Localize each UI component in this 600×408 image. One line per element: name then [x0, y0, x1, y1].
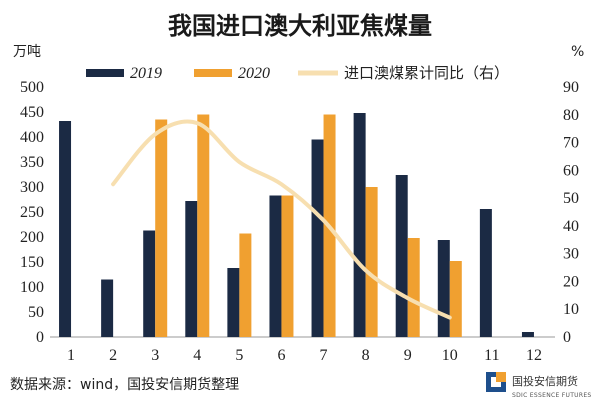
y-left-tick-label: 100: [20, 279, 44, 296]
legend-swatch-2019: [86, 69, 124, 77]
bar-2020: [365, 187, 378, 337]
y-left-tick-label: 450: [20, 104, 44, 121]
chart-title: 我国进口澳大利亚焦煤量: [168, 12, 432, 40]
bar-2020: [155, 119, 168, 337]
logo-name: 国投安信期货: [512, 374, 578, 388]
bar-2020: [449, 261, 462, 337]
bar-2019: [59, 121, 72, 337]
y-left-tick-label: 150: [20, 254, 44, 271]
y-left-tick-label: 350: [20, 154, 44, 171]
x-tick-label: 7: [320, 347, 328, 364]
bar-2019: [185, 201, 198, 337]
y-left-tick-label: 200: [20, 229, 44, 246]
y-right-tick-label: 70: [563, 135, 579, 152]
yoy-line-group: [111, 119, 452, 320]
bar-2019: [437, 240, 450, 337]
y-left-tick-label: 250: [20, 204, 44, 221]
bar-2020: [281, 195, 294, 337]
x-tick-label: 9: [404, 347, 412, 364]
bar-2019: [101, 279, 114, 337]
y-left-tick-label: 400: [20, 129, 44, 146]
legend-label-2020: 2020: [238, 65, 270, 82]
left-axis-unit: 万吨: [13, 44, 41, 60]
y-right-tick-label: 30: [563, 246, 579, 263]
x-tick-label: 2: [109, 347, 117, 364]
logo-subtitle: SDIC ESSENCE FUTURES: [512, 392, 592, 399]
yoy-line: [111, 119, 452, 320]
x-tick-label: 8: [362, 347, 370, 364]
y-right-tick-label: 80: [563, 107, 579, 124]
legend-swatch-2020: [194, 69, 232, 77]
y-left-tick-label: 0: [36, 329, 44, 346]
y-left-tick-label: 50: [28, 304, 44, 321]
x-tick-label: 6: [277, 347, 285, 364]
y-left-tick-label: 300: [20, 179, 44, 196]
legend-label-yoy: 进口澳煤累计同比（右）: [344, 64, 509, 82]
y-right-tick-label: 40: [563, 218, 579, 235]
bar-2019: [269, 195, 282, 337]
y-right-tick-label: 60: [563, 162, 579, 179]
bar-2020: [407, 238, 420, 337]
right-axis-unit: %: [571, 44, 584, 60]
logo: 国投安信期货 SDIC ESSENCE FUTURES: [486, 372, 592, 399]
x-tick-label: 11: [484, 347, 499, 364]
source-note: 数据来源：wind，国投安信期货整理: [10, 376, 239, 393]
bar-2020: [239, 233, 252, 337]
x-tick-label: 5: [235, 347, 243, 364]
y-right-tick-label: 10: [563, 301, 579, 318]
y-right-tick-label: 90: [563, 79, 579, 96]
bar-2019: [353, 113, 366, 337]
x-tick-label: 3: [151, 347, 159, 364]
logo-mark-icon: [486, 372, 506, 392]
bar-2019: [479, 209, 492, 337]
y-right-tick-label: 20: [563, 273, 579, 290]
axes: 0501001502002503003504004505000102030405…: [20, 79, 579, 364]
bar-2019: [395, 175, 408, 337]
y-right-tick-label: 50: [563, 190, 579, 207]
bar-2019: [311, 139, 324, 337]
x-tick-label: 12: [526, 347, 542, 364]
legend-label-2019: 2019: [130, 65, 162, 82]
y-left-tick-label: 500: [20, 79, 44, 96]
bar-2019: [143, 230, 156, 337]
bar-2019: [521, 332, 534, 337]
x-tick-label: 1: [67, 347, 75, 364]
y-right-tick-label: 0: [563, 329, 571, 346]
x-tick-label: 10: [442, 347, 458, 364]
bars: [59, 113, 534, 337]
legend: 2019 2020 进口澳煤累计同比（右）: [86, 64, 509, 82]
bar-2019: [227, 268, 240, 337]
x-tick-label: 4: [193, 347, 201, 364]
bar-2020: [197, 114, 210, 337]
